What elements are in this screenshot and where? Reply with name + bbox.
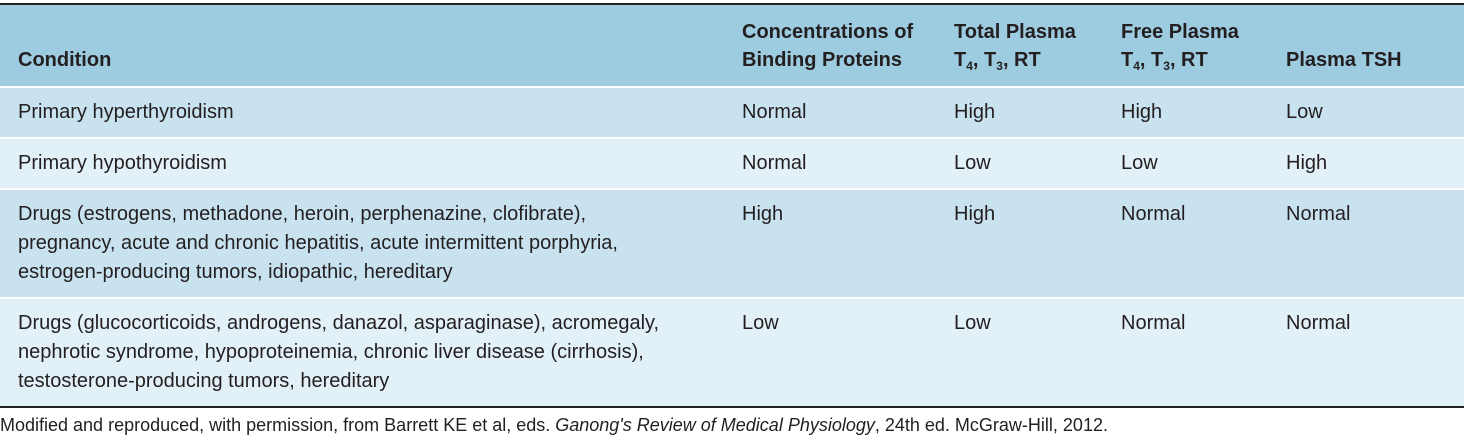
cell-condition: Drugs (estrogens, methadone, heroin, per… [18,203,618,283]
table-header-row: Condition Concentrations of Binding Prot… [0,5,1464,87]
cell-condition: Primary hypothyroidism [18,152,227,174]
cell-tsh: Low [1286,101,1323,123]
cell-tsh: High [1286,152,1328,174]
cell-total: High [954,203,996,225]
header-condition: Condition [18,49,112,71]
table-row: Primary hypothyroidism Normal Low Low Hi… [0,138,1464,189]
cell-binding: Normal [742,152,807,174]
cell-tsh: Normal [1286,312,1351,334]
header-binding-proteins: Concentrations of Binding Proteins [742,21,914,71]
cell-total: Low [954,152,991,174]
book-title: Ganong's Review of Medical Physiology [555,415,875,435]
cell-total: High [954,101,996,123]
source-footnote: Modified and reproduced, with permission… [0,415,1108,435]
cell-binding: Normal [742,101,807,123]
cell-total: Low [954,312,991,334]
header-free-plasma: Free Plasma T4, T3, RT [1121,21,1239,73]
cell-condition: Drugs (glucocorticoids, androgens, danaz… [18,312,660,392]
table-row: Primary hyperthyroidism Normal High High… [0,87,1464,138]
cell-tsh: Normal [1286,203,1351,225]
thyroid-function-table: Condition Concentrations of Binding Prot… [0,5,1464,406]
header-plasma-tsh: Plasma TSH [1286,49,1402,71]
cell-condition: Primary hyperthyroidism [18,101,234,123]
cell-free: Low [1121,152,1158,174]
cell-free: Normal [1121,203,1186,225]
cell-binding: Low [742,312,779,334]
header-total-plasma: Total Plasma T4, T3, RT [954,21,1076,73]
table-row: Drugs (glucocorticoids, androgens, danaz… [0,298,1464,406]
thyroid-table-container: Condition Concentrations of Binding Prot… [0,3,1464,408]
cell-free: Normal [1121,312,1186,334]
cell-free: High [1121,101,1163,123]
table-row: Drugs (estrogens, methadone, heroin, per… [0,189,1464,298]
cell-binding: High [742,203,784,225]
